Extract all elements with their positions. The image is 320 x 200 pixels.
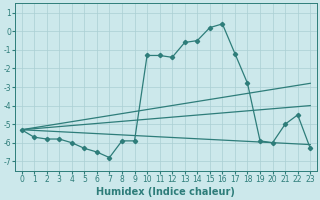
X-axis label: Humidex (Indice chaleur): Humidex (Indice chaleur) [96, 187, 235, 197]
